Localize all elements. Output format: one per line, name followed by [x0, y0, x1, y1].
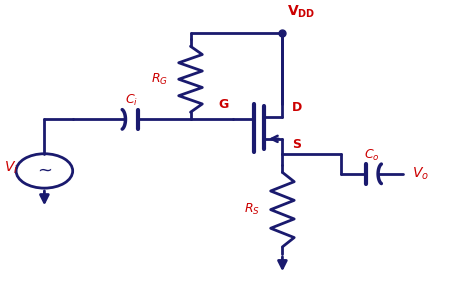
Text: $R_S$: $R_S$: [244, 202, 260, 217]
Text: $C_o$: $C_o$: [364, 148, 380, 163]
Text: S: S: [292, 138, 301, 151]
Text: $R_G$: $R_G$: [151, 72, 168, 87]
Text: $\mathit{V_i}$: $\mathit{V_i}$: [4, 160, 18, 176]
Text: ~: ~: [37, 162, 52, 180]
Text: $\mathbf{V_{DD}}$: $\mathbf{V_{DD}}$: [287, 4, 316, 20]
Text: $C_i$: $C_i$: [125, 93, 138, 108]
Text: G: G: [218, 98, 228, 111]
Text: $\mathit{V_o}$: $\mathit{V_o}$: [412, 166, 429, 182]
Text: D: D: [292, 101, 302, 114]
